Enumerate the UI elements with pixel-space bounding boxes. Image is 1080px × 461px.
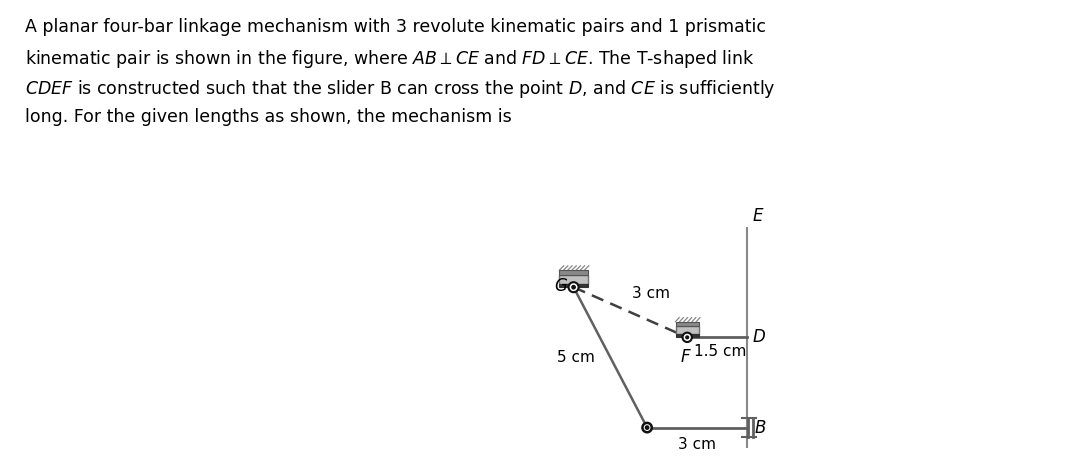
Circle shape [646, 426, 649, 429]
Circle shape [683, 333, 692, 342]
Circle shape [643, 423, 652, 432]
Circle shape [568, 282, 579, 292]
Text: 5 cm: 5 cm [557, 350, 595, 365]
Circle shape [686, 336, 689, 339]
Text: 1.5 cm: 1.5 cm [694, 344, 746, 359]
Text: long. For the given lengths as shown, the mechanism is: long. For the given lengths as shown, th… [25, 108, 512, 126]
Text: F: F [680, 348, 690, 366]
Bar [675, 322, 699, 325]
Text: A planar four-bar linkage mechanism with 3 revolute kinematic pairs and 1 prisma: A planar four-bar linkage mechanism with… [25, 18, 766, 36]
Text: E: E [753, 207, 762, 225]
Bar [559, 284, 588, 287]
Text: kinematic pair is shown in the figure, where $AB \perp CE$ and $FD \perp CE$. Th: kinematic pair is shown in the figure, w… [25, 48, 755, 70]
Text: D: D [753, 328, 765, 346]
Text: B: B [755, 419, 766, 437]
Text: 3 cm: 3 cm [678, 437, 716, 452]
Bar [559, 270, 588, 274]
Text: $CDEF$ is constructed such that the slider B can cross the point $D$, and $CE$ i: $CDEF$ is constructed such that the slid… [25, 78, 775, 100]
Circle shape [572, 285, 576, 289]
Text: 3 cm: 3 cm [632, 285, 670, 301]
Bar [675, 325, 699, 334]
Bar [675, 334, 699, 337]
Text: G: G [554, 277, 567, 295]
Bar [559, 274, 588, 284]
